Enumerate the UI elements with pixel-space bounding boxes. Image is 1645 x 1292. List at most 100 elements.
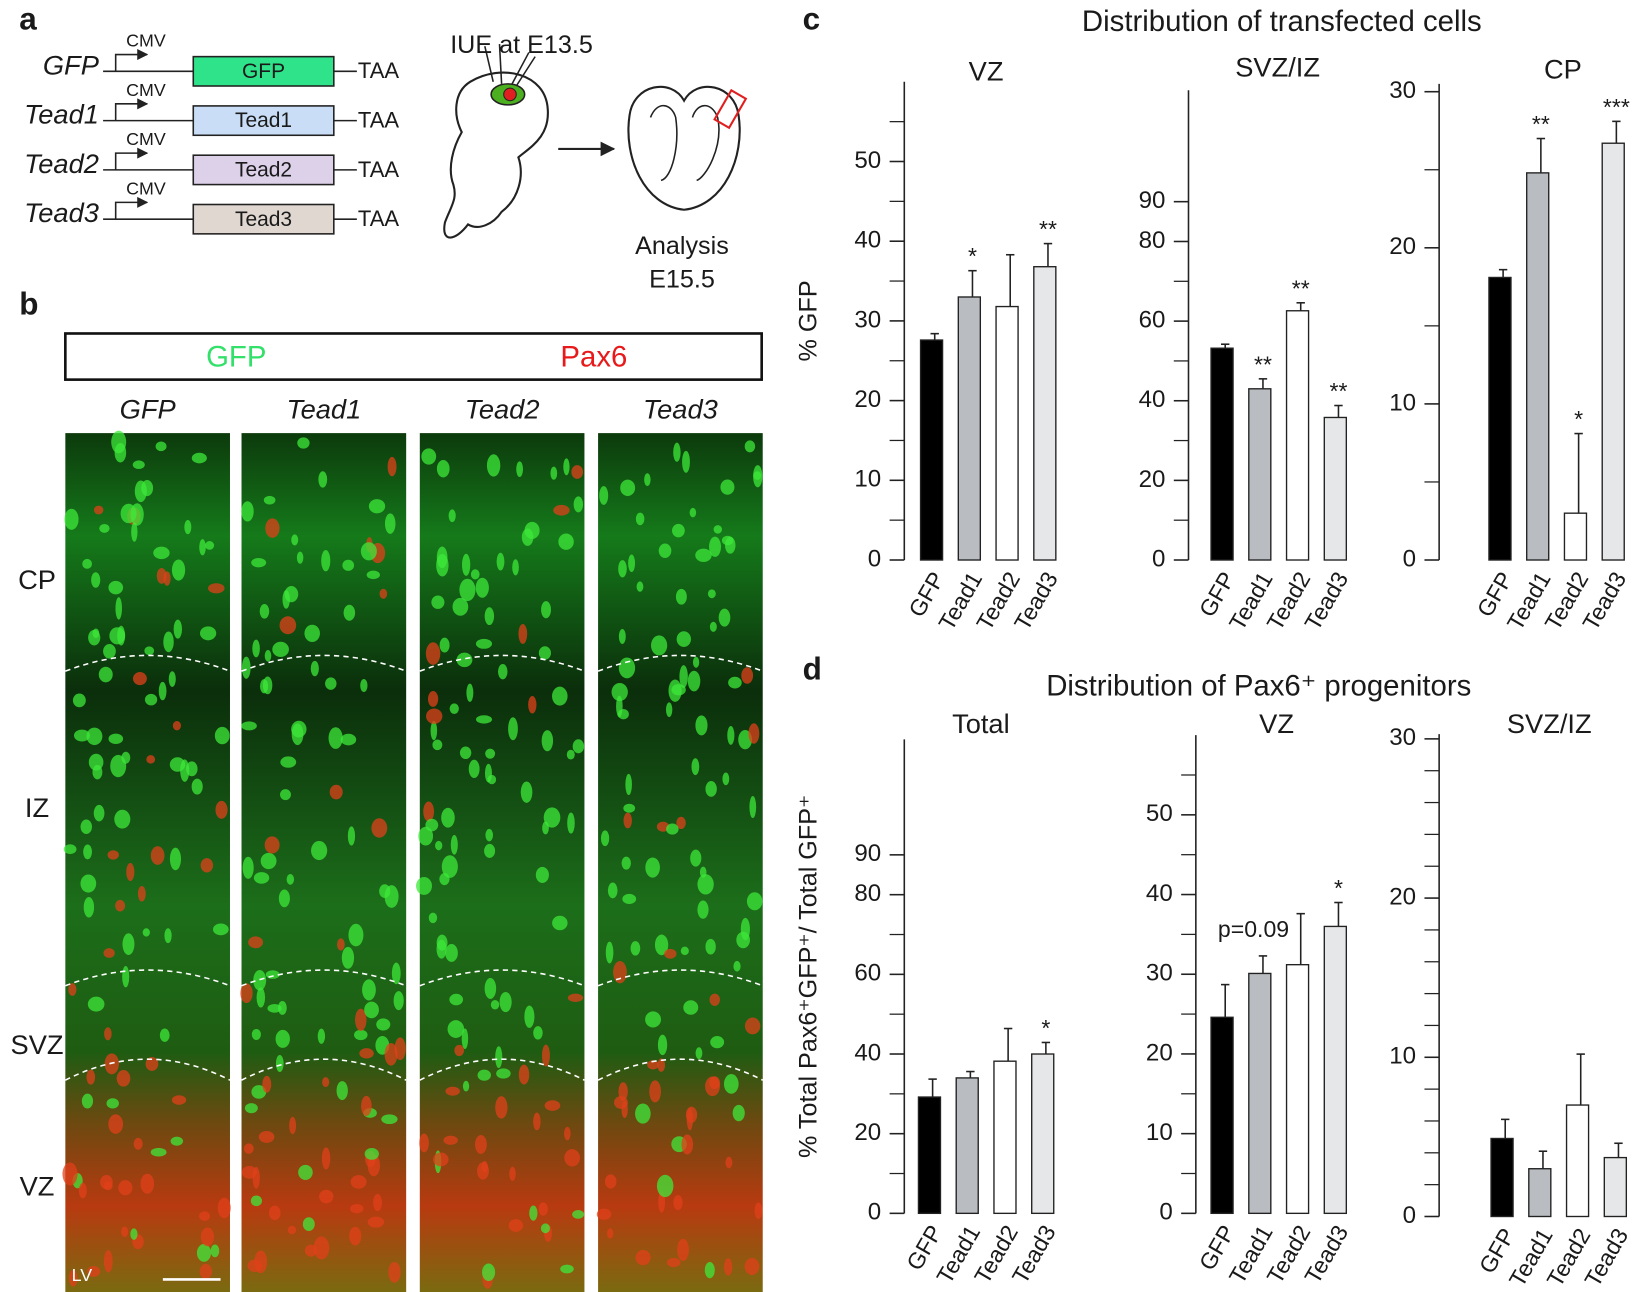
cell <box>191 452 207 464</box>
cell <box>311 840 328 861</box>
cell <box>359 1048 374 1059</box>
cell <box>572 739 585 754</box>
bar <box>1031 1053 1055 1215</box>
electrodes <box>484 44 536 87</box>
cell <box>63 844 77 855</box>
cell <box>677 1238 689 1261</box>
cell <box>538 646 552 660</box>
cell <box>617 708 629 720</box>
cell <box>709 621 717 632</box>
cell <box>259 603 270 619</box>
cell <box>146 755 156 764</box>
cell <box>709 993 720 1006</box>
bar <box>1210 1016 1234 1215</box>
cell <box>516 461 524 478</box>
cell <box>482 1263 496 1282</box>
gene-label: Tead2 <box>235 158 292 181</box>
cell <box>445 944 458 962</box>
cell <box>535 866 549 883</box>
cell <box>297 437 310 449</box>
cell <box>709 536 721 557</box>
cell <box>623 803 636 813</box>
cell <box>93 804 105 822</box>
bar <box>955 1077 979 1215</box>
cell <box>199 1263 213 1280</box>
cell <box>115 899 126 912</box>
cell <box>461 1028 469 1050</box>
cell <box>675 588 687 605</box>
cell <box>607 1228 614 1239</box>
cell <box>282 590 290 609</box>
cell <box>607 882 618 899</box>
panel-title: Distribution of Pax6⁺ progenitors <box>1046 670 1471 703</box>
y-tick-label: 50 <box>854 147 881 174</box>
cell <box>252 639 260 658</box>
zone-label: CP <box>18 564 56 595</box>
cell <box>673 1195 683 1211</box>
cell <box>214 726 230 745</box>
cell <box>172 720 181 731</box>
cell <box>86 1069 96 1085</box>
cell <box>186 761 198 777</box>
cell <box>241 501 254 522</box>
bar <box>1528 1168 1552 1218</box>
cell <box>348 923 364 947</box>
legend-entry: GFP <box>206 340 266 373</box>
cell <box>184 519 192 535</box>
cell <box>200 1227 215 1247</box>
cell <box>291 534 299 546</box>
cell <box>443 1135 458 1145</box>
cell <box>433 1152 449 1167</box>
cell <box>242 856 254 879</box>
cell <box>367 1154 380 1177</box>
significance-label: * <box>968 243 977 269</box>
construct-name: GFP <box>43 49 99 80</box>
significance-label: * <box>1041 1015 1050 1041</box>
chart-title: SVZ/IZ <box>1235 51 1320 82</box>
cell <box>366 570 380 580</box>
column-label: Tead2 <box>465 393 540 424</box>
cell <box>452 597 469 616</box>
cell <box>103 643 116 659</box>
cell <box>649 1080 661 1103</box>
cell <box>635 512 645 526</box>
cell <box>258 1130 275 1143</box>
y-tick-label: 40 <box>1139 386 1166 413</box>
cell <box>439 637 450 653</box>
cell <box>360 678 368 693</box>
zone-boundary <box>597 1058 764 1081</box>
cell <box>163 631 174 653</box>
cell <box>650 635 668 656</box>
cell <box>620 479 636 497</box>
cell <box>122 966 130 988</box>
cell <box>141 480 154 497</box>
cell <box>475 638 493 649</box>
zone-boundary <box>419 969 585 987</box>
cell <box>705 938 716 955</box>
cell <box>368 499 386 514</box>
cell <box>171 559 186 581</box>
cell <box>736 931 750 949</box>
cell <box>682 450 690 473</box>
cell <box>647 1060 659 1070</box>
significance-label: p=0.09 <box>1218 916 1289 942</box>
zone-boundary <box>597 969 764 987</box>
cell <box>354 1029 368 1041</box>
cell <box>381 1114 398 1125</box>
cell <box>475 715 493 724</box>
cell <box>509 1166 516 1181</box>
y-tick-label: 30 <box>854 306 881 333</box>
cell <box>658 543 672 558</box>
significance-label: *** <box>1603 94 1630 120</box>
y-tick-label: 0 <box>1159 1199 1172 1226</box>
cell <box>673 442 681 462</box>
cell <box>107 850 119 860</box>
cell <box>108 580 124 595</box>
y-tick-label: 30 <box>1389 724 1416 751</box>
bar <box>1033 266 1057 561</box>
cell <box>683 1000 699 1015</box>
cell <box>241 721 257 731</box>
cell <box>108 733 124 745</box>
cell <box>265 518 280 538</box>
cell <box>541 730 554 752</box>
